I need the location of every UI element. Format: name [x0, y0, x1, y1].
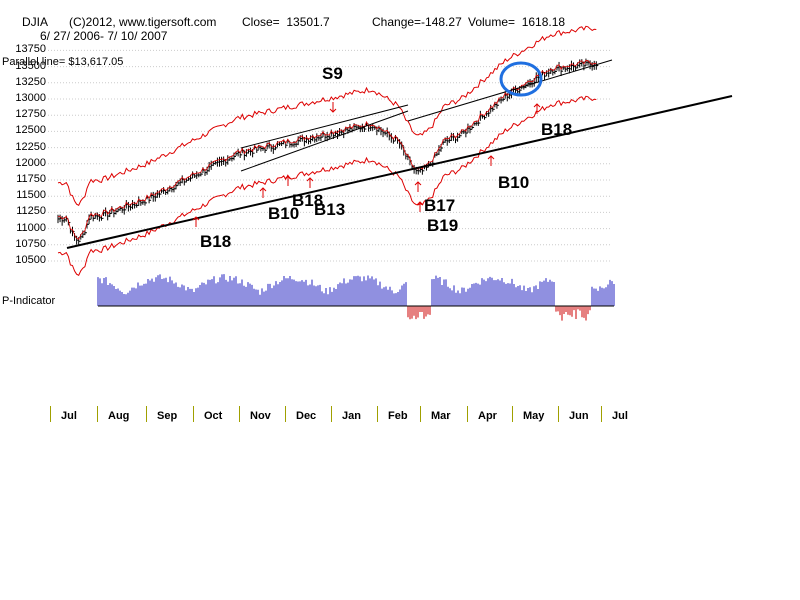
- month-label: Sep: [157, 410, 178, 422]
- signal-label-b17: B17: [424, 196, 456, 215]
- signal-arrow-head: [533, 103, 541, 108]
- month-label: Oct: [204, 410, 223, 422]
- month-tick: [331, 406, 332, 422]
- signal-arrow-head: [306, 177, 314, 182]
- y-tick-label: 12000: [15, 156, 46, 169]
- month-label: Dec: [296, 410, 317, 422]
- month-label: Feb: [388, 410, 408, 422]
- month-tick: [239, 406, 240, 422]
- signal-arrow-head: [259, 187, 267, 192]
- signal-label-b10: B10: [498, 173, 530, 192]
- month-label: Aug: [108, 410, 130, 422]
- month-label: Jul: [612, 410, 628, 422]
- month-tick: [467, 406, 468, 422]
- month-tick: [193, 406, 194, 422]
- y-tick-label: 13500: [15, 59, 46, 72]
- month-tick: [420, 406, 421, 422]
- moving-average: [57, 59, 597, 240]
- close-label: Close= 13501.7: [242, 15, 330, 29]
- y-tick-label: 11000: [16, 221, 46, 234]
- lower-band: [57, 95, 597, 276]
- signal-label-b13: B13: [314, 200, 346, 219]
- signal-label-b18: B18: [292, 191, 324, 210]
- change-label: Change=-148.27: [372, 15, 462, 29]
- month-label: Nov: [250, 410, 271, 422]
- signal-label-b19: B19: [427, 216, 459, 235]
- month-tick: [146, 406, 147, 422]
- parallel-line-label: Parallel line= $13,617.05: [2, 56, 124, 68]
- upper-band: [57, 25, 597, 206]
- signal-arrow-head: [329, 108, 337, 113]
- channel-upper-line: [240, 104, 409, 149]
- support-trendline: [66, 95, 733, 249]
- month-label: May: [523, 410, 545, 422]
- month-tick: [558, 406, 559, 422]
- symbol-label: DJIA: [22, 15, 49, 29]
- month-tick: [601, 406, 602, 422]
- signal-arrow-head: [414, 181, 422, 186]
- date-range-label: 6/ 27/ 2006- 7/ 10/ 2007: [40, 29, 168, 43]
- y-tick-label: 11750: [16, 173, 46, 185]
- y-tick-label: 12750: [15, 108, 46, 121]
- month-label: Jul: [61, 410, 77, 422]
- month-label: Jan: [342, 410, 361, 422]
- month-tick: [285, 406, 286, 422]
- y-tick-label: 11250: [16, 205, 46, 218]
- y-tick-label: 12500: [15, 124, 46, 137]
- month-tick: [512, 406, 513, 422]
- y-tick-label: 13000: [15, 92, 46, 104]
- signal-label-b18: B18: [541, 120, 573, 139]
- y-tick-label: 13750: [15, 43, 46, 56]
- volume-label: Volume= 1618.18: [468, 15, 566, 29]
- month-tick: [377, 406, 378, 422]
- month-tick: [50, 406, 51, 422]
- parallel-line: [407, 59, 613, 122]
- signal-label-s9: S9: [322, 64, 343, 83]
- month-tick: [97, 406, 98, 422]
- p-indicator-label: P-Indicator: [2, 295, 56, 307]
- y-tick-label: 12250: [15, 140, 46, 153]
- signal-arrow-head: [192, 216, 200, 221]
- signal-arrow-head: [284, 175, 292, 180]
- highlight-circle: [499, 61, 543, 97]
- channel-lower-line: [240, 110, 409, 172]
- y-tick-label: 11500: [16, 189, 46, 202]
- month-label: Apr: [478, 410, 497, 422]
- y-tick-label: 13250: [15, 75, 46, 88]
- signal-label-b10: B10: [268, 204, 300, 223]
- y-tick-label: 10500: [15, 254, 46, 266]
- signal-arrow-head: [487, 155, 495, 160]
- y-tick-label: 10750: [15, 237, 46, 250]
- signal-label-b18: B18: [200, 232, 232, 251]
- month-label: Jun: [569, 410, 589, 422]
- copyright-label: (C)2012, www.tigersoft.com: [69, 15, 217, 29]
- month-label: Mar: [431, 410, 451, 422]
- signal-arrow-head: [416, 201, 424, 206]
